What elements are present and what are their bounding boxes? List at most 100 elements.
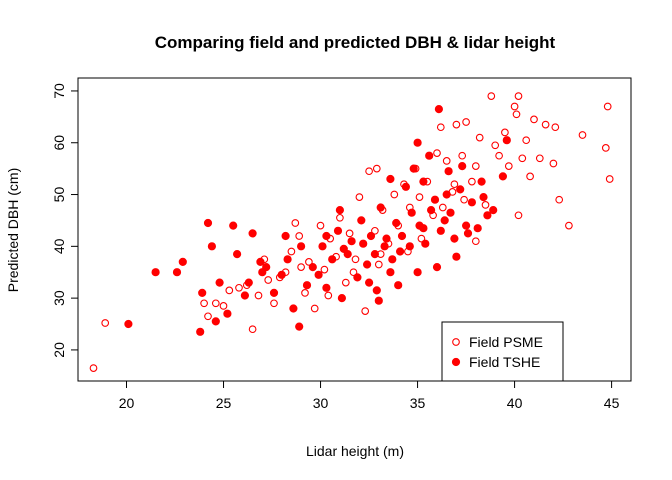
- point-field-tshe: [425, 151, 434, 160]
- x-axis-label: Lidar height (m): [306, 443, 404, 459]
- point-field-tshe: [240, 291, 249, 300]
- point-field-psme: [316, 221, 325, 230]
- point-field-tshe: [295, 322, 304, 331]
- point-field-psme: [417, 234, 426, 243]
- point-field-psme: [460, 195, 468, 204]
- point-field-tshe: [363, 260, 372, 269]
- point-field-tshe: [498, 172, 507, 181]
- point-field-psme: [341, 278, 350, 287]
- point-field-tshe: [452, 252, 461, 261]
- point-field-tshe: [434, 105, 443, 114]
- point-field-psme: [518, 154, 527, 163]
- point-field-tshe: [302, 281, 312, 290]
- point-field-psme: [526, 172, 534, 181]
- point-field-psme: [320, 265, 329, 274]
- point-field-psme: [541, 120, 550, 129]
- point-field-psme: [436, 123, 445, 132]
- point-field-tshe: [124, 319, 133, 329]
- point-field-tshe: [405, 242, 414, 251]
- point-field-psme: [514, 211, 523, 220]
- legend-marker-tshe: [451, 357, 461, 367]
- point-field-tshe: [297, 242, 306, 251]
- point-field-psme: [371, 226, 379, 235]
- x-axis: 20 25 30 35 40 45: [119, 381, 620, 411]
- point-field-psme: [462, 118, 470, 126]
- point-field-psme: [535, 154, 544, 163]
- point-field-psme: [468, 177, 476, 186]
- y-axis-label: Predicted DBH (cm): [5, 168, 21, 292]
- point-field-tshe: [196, 327, 205, 336]
- point-field-psme: [361, 307, 370, 315]
- data-points: [89, 92, 614, 372]
- point-field-psme: [374, 260, 383, 269]
- legend-box: [441, 321, 564, 382]
- point-field-psme: [605, 175, 614, 183]
- point-field-tshe: [477, 177, 486, 186]
- point-field-psme: [235, 283, 243, 292]
- point-field-tshe: [178, 257, 187, 266]
- point-field-tshe: [357, 216, 366, 225]
- point-field-tshe: [322, 231, 331, 241]
- point-field-tshe: [366, 231, 376, 241]
- point-field-tshe: [215, 278, 224, 287]
- x-tick-label: 25: [216, 395, 232, 411]
- point-field-psme: [471, 162, 480, 170]
- point-field-psme: [291, 219, 300, 227]
- point-field-tshe: [392, 218, 401, 228]
- point-field-psme: [510, 102, 519, 111]
- point-field-tshe: [244, 278, 253, 287]
- point-field-psme: [270, 299, 278, 308]
- point-field-psme: [345, 229, 354, 238]
- y-axis: 20 30 40 50 60 70: [51, 83, 78, 358]
- point-field-psme: [287, 247, 296, 256]
- point-field-psme: [512, 110, 521, 119]
- point-field-tshe: [289, 304, 298, 313]
- point-field-psme: [555, 195, 564, 204]
- point-field-psme: [514, 92, 523, 100]
- point-field-tshe: [233, 250, 242, 259]
- point-field-psme: [458, 151, 467, 160]
- point-field-tshe: [380, 242, 389, 251]
- point-field-psme: [565, 221, 573, 230]
- x-tick-label: 35: [410, 395, 426, 411]
- point-field-tshe: [382, 234, 391, 243]
- point-field-psme: [501, 128, 509, 137]
- point-field-tshe: [335, 206, 344, 215]
- point-field-tshe: [308, 263, 317, 272]
- x-tick-label: 40: [507, 395, 523, 411]
- point-field-psme: [305, 258, 313, 266]
- x-tick-label: 45: [604, 395, 620, 411]
- point-field-psme: [89, 364, 98, 372]
- point-field-psme: [530, 115, 538, 124]
- point-field-psme: [481, 201, 490, 209]
- point-field-tshe: [413, 138, 422, 147]
- point-field-tshe: [322, 283, 331, 292]
- y-tick-label: 70: [51, 83, 67, 99]
- point-field-tshe: [207, 242, 216, 251]
- point-field-psme: [475, 133, 484, 142]
- point-field-tshe: [442, 190, 451, 199]
- point-field-tshe: [281, 231, 290, 241]
- point-field-tshe: [314, 270, 323, 279]
- y-tick-label: 20: [51, 342, 67, 358]
- point-field-psme: [471, 237, 480, 246]
- y-tick-label: 50: [51, 187, 67, 203]
- point-field-psme: [264, 276, 273, 284]
- point-field-tshe: [462, 221, 471, 230]
- point-field-psme: [495, 151, 503, 160]
- point-field-tshe: [450, 234, 459, 243]
- point-field-psme: [297, 263, 305, 271]
- point-field-tshe: [456, 185, 465, 194]
- point-field-psme: [487, 92, 496, 100]
- point-field-psme: [101, 319, 110, 327]
- point-field-psme: [504, 162, 513, 170]
- point-field-tshe: [458, 162, 467, 171]
- point-field-psme: [351, 255, 360, 264]
- point-field-tshe: [223, 309, 232, 318]
- y-tick-label: 30: [51, 290, 67, 306]
- point-field-tshe: [359, 239, 368, 248]
- point-field-psme: [219, 302, 228, 310]
- point-field-tshe: [203, 218, 213, 228]
- point-field-psme: [301, 289, 309, 297]
- point-field-psme: [578, 131, 587, 139]
